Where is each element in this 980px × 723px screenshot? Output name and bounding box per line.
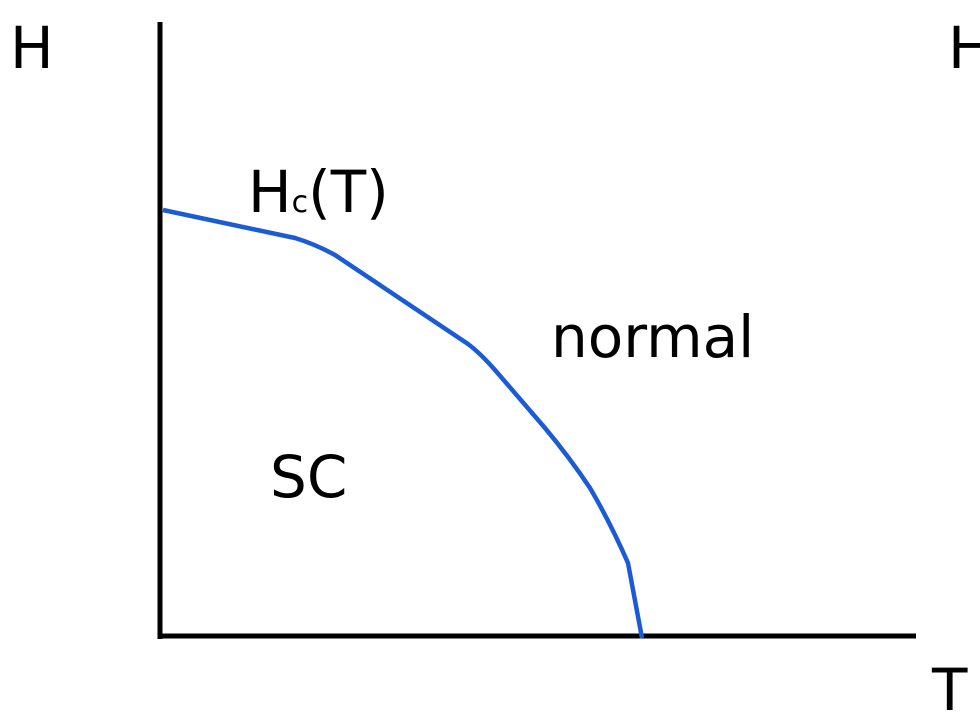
normal-region-label: normal xyxy=(551,303,754,371)
curve-label-main: H xyxy=(248,158,292,226)
curve-label: Hc(T) xyxy=(248,158,389,226)
y-axis-label: H xyxy=(10,14,54,82)
curve-label-suffix: (T) xyxy=(308,158,389,226)
curve-label-subscript: c xyxy=(292,185,309,220)
sc-region-label: SC xyxy=(270,443,347,511)
x-axis-label: T xyxy=(931,656,968,723)
phase-boundary xyxy=(162,207,645,639)
right-axis-label: H xyxy=(948,14,980,82)
